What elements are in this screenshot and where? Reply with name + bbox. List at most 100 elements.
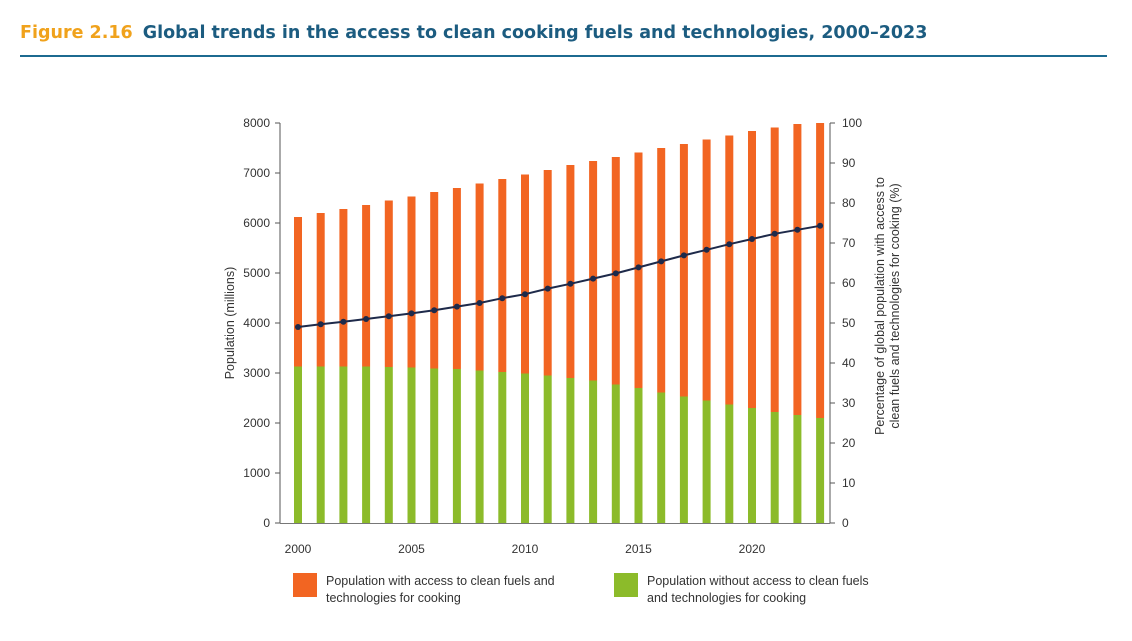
bar-with-access [498, 179, 507, 372]
bar-with-access [384, 200, 393, 367]
percentage-point [363, 316, 370, 322]
y-tick-label: 2000 [243, 416, 270, 430]
percentage-point [431, 307, 438, 314]
bar-without-access [589, 380, 598, 523]
percentage-point [817, 222, 824, 229]
percentage-point [317, 321, 324, 328]
bar-without-access [793, 415, 802, 523]
y2-tick-label: 10 [842, 476, 856, 490]
percentage-point [385, 313, 392, 320]
y2-tick-label: 90 [842, 156, 856, 170]
y2-tick-label: 50 [842, 316, 856, 330]
percentage-point [567, 280, 574, 287]
percentage-point [658, 258, 665, 265]
x-tick-label: 2010 [512, 542, 539, 556]
bar-with-access [430, 192, 439, 369]
percentage-point [295, 324, 301, 330]
bar-without-access [770, 412, 779, 523]
percentage-point [612, 270, 619, 277]
percentage-point [453, 303, 460, 310]
bar-with-access [452, 188, 461, 369]
figure-header: Figure 2.16 Global trends in the access t… [20, 20, 1107, 46]
bar-without-access [634, 388, 643, 523]
bar-with-access [816, 123, 825, 418]
percentage-point [726, 241, 733, 248]
percentage-point [499, 295, 506, 302]
bar-with-access [770, 127, 779, 412]
bar-without-access [316, 366, 325, 523]
bar-without-access [657, 392, 666, 523]
bar-without-access [475, 370, 484, 523]
figure-label: Figure 2.16 [20, 23, 133, 43]
legend-label-without-access: Population without access to clean fuels… [647, 574, 869, 605]
y2-axis-label: Percentage of global population with acc… [873, 177, 902, 435]
bar-without-access [748, 408, 756, 523]
y-axis-label: Population (millions) [223, 267, 237, 380]
bar-without-access [611, 384, 620, 523]
bar-with-access [339, 209, 348, 367]
legend-swatch-with-access [293, 573, 317, 597]
bar-with-access [725, 135, 734, 405]
legend-item-with-access: Population with access to clean fuels an… [293, 573, 556, 607]
percentage-point [476, 300, 483, 306]
y2-tick-label: 0 [842, 516, 849, 530]
y2-tick-label: 60 [842, 276, 856, 290]
bar-without-access [407, 367, 416, 523]
y-tick-label: 0 [263, 516, 270, 530]
y-tick-label: 6000 [243, 216, 270, 230]
y2-tick-label: 100 [842, 116, 862, 130]
y-tick-label: 5000 [243, 266, 270, 280]
bar-with-access [316, 213, 325, 367]
bar-without-access [362, 366, 371, 523]
bar-with-access [407, 196, 416, 368]
bar-with-access [521, 174, 529, 374]
x-tick-label: 2015 [625, 542, 652, 556]
bar-with-access [294, 217, 302, 367]
figure-title: Global trends in the access to clean coo… [142, 23, 928, 43]
bar-without-access [543, 375, 552, 523]
x-tick-label: 2000 [285, 542, 312, 556]
title-divider [20, 55, 1107, 57]
percentage-point [340, 318, 347, 325]
y2-tick-label: 20 [842, 436, 856, 450]
percentage-point [794, 226, 801, 233]
bar-without-access [498, 372, 507, 523]
bar-with-access [566, 165, 575, 378]
y-tick-label: 1000 [243, 466, 270, 480]
bar-with-access [679, 144, 688, 397]
x-tick-label: 2020 [739, 542, 766, 556]
bar-without-access [452, 369, 461, 523]
percentage-point [544, 285, 551, 292]
bar-without-access [384, 367, 393, 523]
y-tick-label: 3000 [243, 366, 270, 380]
x-tick-label: 2005 [398, 542, 425, 556]
y2-tick-label: 80 [842, 196, 856, 210]
percentage-point [749, 236, 755, 242]
y-tick-label: 8000 [243, 116, 270, 130]
y-tick-label: 7000 [243, 166, 270, 180]
percentage-point [680, 252, 687, 259]
bar-with-access [793, 124, 802, 415]
bar-without-access [725, 404, 734, 523]
bar-without-access [566, 378, 575, 523]
bar-with-access [702, 139, 711, 401]
bar-without-access [679, 396, 688, 523]
bar-with-access [475, 183, 484, 371]
percentage-point [522, 291, 528, 298]
y-tick-label: 4000 [243, 316, 270, 330]
legend-item-without-access: Population without access to clean fuels… [614, 573, 877, 607]
bar-with-access [657, 148, 666, 393]
percentage-line [297, 224, 821, 328]
percentage-point [771, 230, 778, 237]
percentage-point [635, 264, 642, 271]
y2-tick-label: 40 [842, 356, 856, 370]
percentage-point [703, 246, 710, 253]
y2-axis-label-line: clean fuels and technologies for cooking… [888, 183, 902, 428]
y2-axis-label-line: Percentage of global population with acc… [873, 177, 887, 435]
bar-without-access [521, 373, 529, 523]
bar-without-access [339, 366, 348, 523]
bar-without-access [816, 418, 825, 523]
y2-tick-label: 70 [842, 236, 856, 250]
bar-with-access [748, 131, 756, 408]
